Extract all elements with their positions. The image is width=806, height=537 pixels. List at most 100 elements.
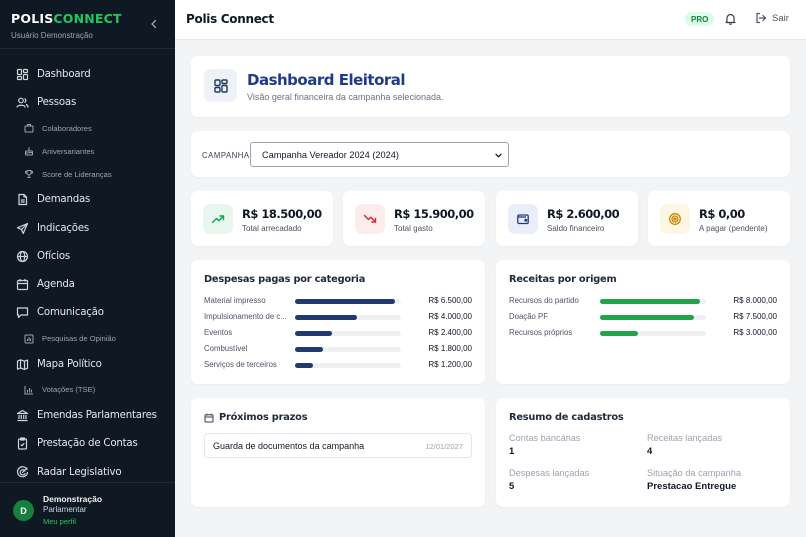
logo[interactable]: POLISCONNECT bbox=[11, 11, 122, 26]
sidebar-subitem-label: Aniversariantes bbox=[42, 146, 95, 156]
sidebar-item-label: Prestação de Contas bbox=[37, 438, 138, 450]
sidebar-item-comunicacao[interactable]: Comunicação bbox=[0, 299, 175, 327]
revenue-row: Recursos próprios R$ 3.000,00 bbox=[509, 327, 777, 339]
sidebar-item-emendas[interactable]: Emendas Parlamentares bbox=[0, 401, 175, 429]
expense-row: Combustível R$ 1.800,00 bbox=[204, 343, 472, 355]
expense-bar-track bbox=[295, 347, 401, 352]
sidebar-subitem-aniversariantes[interactable]: Aniversariantes bbox=[0, 140, 175, 163]
revenue-bar-track bbox=[600, 331, 706, 336]
expense-row: Impulsionamento de c... R$ 4.000,00 bbox=[204, 311, 472, 323]
expense-bar-track bbox=[295, 363, 401, 368]
kpi-label: Saldo financeiro bbox=[547, 224, 605, 233]
sidebar-item-label: Agenda bbox=[37, 279, 75, 291]
poll-icon bbox=[24, 334, 34, 344]
sidebar-item-radar-legislativo[interactable]: Radar Legislativo bbox=[0, 458, 175, 486]
globe-icon bbox=[16, 250, 29, 263]
coin-icon bbox=[660, 204, 690, 234]
sidebar-divider bbox=[0, 48, 175, 49]
revenue-origin: Doação PF bbox=[509, 312, 549, 321]
my-profile-link[interactable]: Meu perfil bbox=[43, 517, 76, 526]
campaign-select[interactable]: Campanha Vereador 2024 (2024) bbox=[250, 142, 509, 167]
kpi-label: Total arrecadado bbox=[242, 224, 302, 233]
brand-subtitle: Usuário Demonstração bbox=[11, 31, 93, 40]
user-panel: D Demonstração Parlamentar Meu perfil bbox=[0, 482, 175, 537]
logout-button[interactable]: Sair bbox=[755, 12, 789, 24]
expense-amount: R$ 1.200,00 bbox=[428, 360, 472, 369]
brand: POLISCONNECT Usuário Demonstração bbox=[11, 11, 122, 40]
sidebar-subitem-votacoes[interactable]: Votações (TSE) bbox=[0, 378, 175, 401]
sidebar-subitem-colaboradores[interactable]: Colaboradores bbox=[0, 117, 175, 140]
sidebar-item-label: Pessoas bbox=[37, 96, 77, 108]
sidebar-subitem-label: Colaboradores bbox=[42, 123, 92, 133]
deadlines-title: Próximos prazos bbox=[219, 412, 308, 423]
sidebar-subitem-pesquisas[interactable]: Pesquisas de Opinião bbox=[0, 327, 175, 350]
sidebar-item-label: Radar Legislativo bbox=[37, 466, 122, 478]
sidebar-item-label: Dashboard bbox=[37, 68, 91, 80]
sidebar: POLISCONNECT Usuário Demonstração Dashbo… bbox=[0, 0, 175, 537]
sidebar-item-prestacao-contas[interactable]: Prestação de Contas bbox=[0, 430, 175, 458]
clipboard-icon bbox=[16, 437, 29, 450]
users-icon bbox=[16, 96, 29, 109]
kpi-value: R$ 2.600,00 bbox=[547, 207, 620, 221]
sidebar-item-demandas[interactable]: Demandas bbox=[0, 186, 175, 214]
sidebar-nav: Dashboard Pessoas Colaboradores Aniversa… bbox=[0, 60, 175, 486]
trending-up-icon bbox=[203, 204, 233, 234]
sidebar-item-oficios[interactable]: Ofícios bbox=[0, 242, 175, 270]
sidebar-item-label: Indicações bbox=[37, 222, 90, 234]
kpi-card-saldo: R$ 2.600,00 Saldo financeiro bbox=[496, 191, 638, 246]
expense-amount: R$ 4.000,00 bbox=[428, 312, 472, 321]
calendar-icon bbox=[204, 413, 214, 423]
expense-row: Eventos R$ 2.400,00 bbox=[204, 327, 472, 339]
bell-icon[interactable] bbox=[724, 12, 737, 25]
revenue-origin: Recursos do partido bbox=[509, 296, 579, 305]
revenue-amount: R$ 7.500,00 bbox=[733, 312, 777, 321]
kpi-label: A pagar (pendente) bbox=[699, 224, 768, 233]
deadline-item[interactable]: Guarda de documentos da campanha 12/01/2… bbox=[204, 433, 472, 458]
expense-bar bbox=[295, 363, 314, 368]
expense-bar bbox=[295, 315, 357, 320]
collapse-sidebar-icon[interactable] bbox=[147, 17, 161, 31]
expense-bar-track bbox=[295, 331, 401, 336]
page-title: Dashboard Eleitoral bbox=[247, 71, 406, 89]
sidebar-subitem-label: Score de Lideranças bbox=[42, 169, 112, 179]
kpi-card-total-arrecadado: R$ 18.500,00 Total arrecadado bbox=[191, 191, 333, 246]
campaign-selected-value: Campanha Vereador 2024 (2024) bbox=[262, 149, 399, 160]
sidebar-item-indicacoes[interactable]: Indicações bbox=[0, 214, 175, 242]
sidebar-item-dashboard[interactable]: Dashboard bbox=[0, 60, 175, 88]
sidebar-item-label: Comunicação bbox=[37, 307, 104, 319]
sidebar-item-label: Emendas Parlamentares bbox=[37, 410, 157, 422]
expenses-title: Despesas pagas por categoria bbox=[204, 274, 366, 285]
bar-chart-icon bbox=[24, 385, 34, 395]
dashboard-icon bbox=[204, 69, 237, 102]
sidebar-item-label: Ofícios bbox=[37, 250, 71, 262]
kpi-value: R$ 0,00 bbox=[699, 207, 745, 221]
summary-value: 1 bbox=[509, 446, 515, 457]
revenues-title: Receitas por origem bbox=[509, 274, 617, 285]
summary-label: Contas bancárias bbox=[509, 433, 581, 443]
sidebar-item-pessoas[interactable]: Pessoas bbox=[0, 88, 175, 116]
revenue-amount: R$ 3.000,00 bbox=[733, 328, 777, 337]
summary-label: Situação da campanha bbox=[647, 468, 741, 478]
revenue-bar bbox=[600, 315, 694, 320]
expense-bar-track bbox=[295, 315, 401, 320]
dashboard-icon bbox=[16, 68, 29, 81]
sidebar-subitem-score-liderancas[interactable]: Score de Lideranças bbox=[0, 163, 175, 186]
sidebar-item-agenda[interactable]: Agenda bbox=[0, 270, 175, 298]
pro-badge: PRO bbox=[685, 12, 715, 26]
logo-accent: CONNECT bbox=[53, 11, 122, 26]
expenses-by-category-card: Despesas pagas por categoria Material im… bbox=[191, 260, 485, 384]
kpi-value: R$ 18.500,00 bbox=[242, 207, 322, 221]
revenue-bar-track bbox=[600, 299, 706, 304]
summary-card: Resumo de cadastros Contas bancárias 1 R… bbox=[496, 398, 790, 507]
kpi-card-total-gasto: R$ 15.900,00 Total gasto bbox=[343, 191, 485, 246]
avatar[interactable]: D bbox=[13, 500, 34, 521]
expense-row: Material impresso R$ 6.500,00 bbox=[204, 295, 472, 307]
app-title: Polis Connect bbox=[186, 12, 274, 26]
summary-value: Prestacao Entregue bbox=[647, 481, 737, 492]
send-icon bbox=[16, 222, 29, 235]
sidebar-item-mapa-politico[interactable]: Mapa Político bbox=[0, 350, 175, 378]
revenue-origin: Recursos próprios bbox=[509, 328, 573, 337]
deadline-date: 12/01/2027 bbox=[425, 442, 463, 451]
revenue-bar bbox=[600, 331, 638, 336]
summary-title: Resumo de cadastros bbox=[509, 412, 624, 423]
